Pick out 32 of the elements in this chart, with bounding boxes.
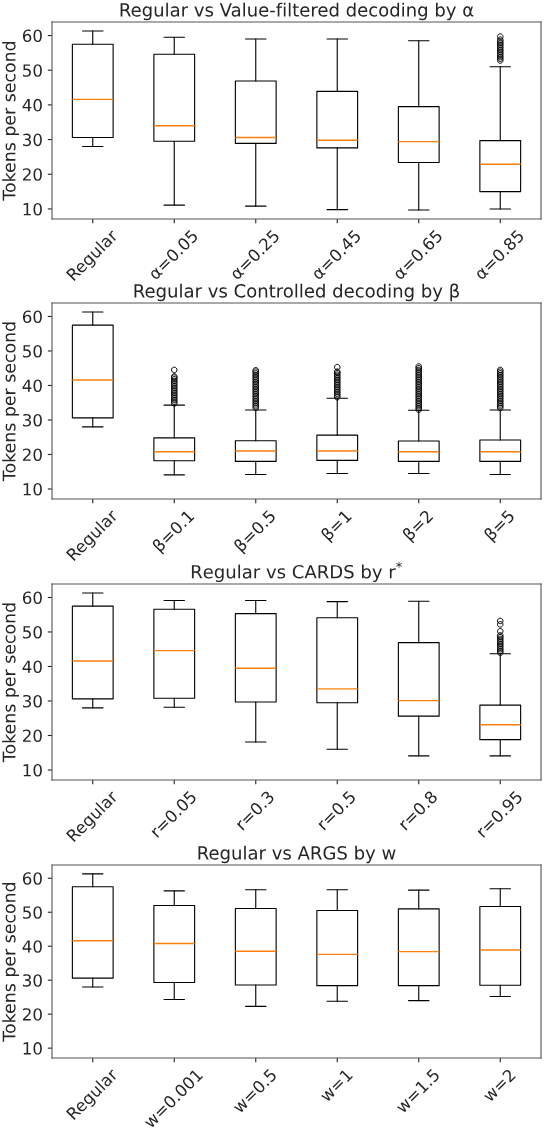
chart-title: Regular vs Controlled decoding by β — [134, 283, 459, 302]
y-tick-label: 10 — [23, 202, 42, 216]
y-tick-label: 50 — [23, 906, 42, 919]
y-tick-label: 60 — [22, 591, 42, 605]
y-tick-label: 50 — [23, 625, 42, 639]
chart-title: Regular vs ARGS by w — [198, 845, 396, 864]
y-tick-label: 40 — [22, 98, 42, 112]
y-axis-title: Tokens per second — [2, 603, 19, 763]
y-tick-label: 30 — [23, 694, 42, 708]
y-tick-label: 60 — [22, 29, 42, 43]
y-tick-label: 30 — [23, 413, 42, 427]
y-tick-label: 10 — [23, 763, 42, 777]
chart-title: Regular vs CARDS by r$^{*}$ — [191, 562, 402, 583]
y-axis-title: Tokens per second — [2, 882, 19, 1042]
y-tick-label: 20 — [22, 448, 42, 462]
y-tick-label: 40 — [22, 660, 42, 674]
y-tick-label: 20 — [22, 729, 42, 743]
y-tick-label: 40 — [22, 940, 42, 953]
y-tick-label: 10 — [23, 482, 42, 496]
y-tick-label: 60 — [22, 872, 42, 885]
y-tick-label: 30 — [23, 133, 42, 147]
y-tick-label: 50 — [23, 344, 42, 358]
y-tick-label: 50 — [23, 64, 42, 77]
y-axis-title: Tokens per second — [2, 41, 19, 201]
y-tick-label: 10 — [23, 1042, 42, 1055]
y-tick-label: 20 — [22, 1008, 42, 1021]
y-tick-label: 30 — [23, 974, 42, 987]
y-tick-label: 40 — [22, 379, 42, 393]
y-tick-label: 60 — [22, 310, 42, 324]
chart-title: Regular vs Value-filtered decoding by α — [120, 2, 474, 21]
y-axis-title: Tokens per second — [2, 322, 19, 482]
y-tick-label: 20 — [22, 168, 42, 181]
